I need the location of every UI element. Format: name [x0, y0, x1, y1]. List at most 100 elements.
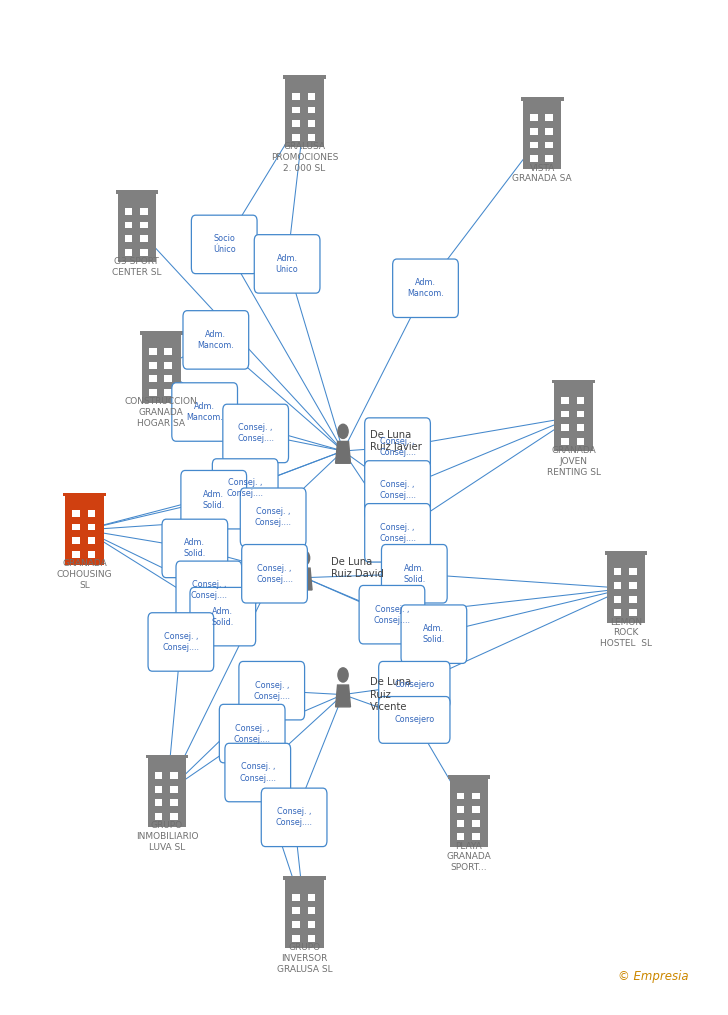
Text: Consej. ,
Consej....: Consej. , Consej....	[190, 581, 227, 601]
FancyBboxPatch shape	[148, 758, 186, 826]
FancyBboxPatch shape	[308, 134, 315, 141]
FancyBboxPatch shape	[87, 537, 95, 544]
Text: Consej. ,
Consej....: Consej. , Consej....	[256, 563, 293, 584]
FancyBboxPatch shape	[614, 596, 622, 603]
FancyBboxPatch shape	[146, 755, 189, 758]
FancyBboxPatch shape	[293, 907, 300, 915]
FancyBboxPatch shape	[456, 793, 464, 800]
FancyBboxPatch shape	[223, 404, 288, 463]
FancyBboxPatch shape	[254, 234, 320, 293]
FancyBboxPatch shape	[605, 551, 647, 555]
Text: Consej. ,
Consej....: Consej. , Consej....	[253, 681, 290, 700]
Text: CONSTRUCCION
GRANADA
HOGAR SA: CONSTRUCCION GRANADA HOGAR SA	[125, 398, 198, 428]
FancyBboxPatch shape	[577, 437, 585, 445]
FancyBboxPatch shape	[456, 820, 464, 826]
Polygon shape	[297, 568, 312, 590]
FancyBboxPatch shape	[293, 107, 300, 114]
FancyBboxPatch shape	[379, 696, 450, 743]
FancyBboxPatch shape	[140, 208, 148, 215]
FancyBboxPatch shape	[308, 894, 315, 900]
Text: Consej. ,
Consej....: Consej. , Consej....	[373, 605, 411, 625]
FancyBboxPatch shape	[283, 75, 326, 79]
FancyBboxPatch shape	[87, 551, 95, 557]
FancyBboxPatch shape	[124, 208, 132, 215]
FancyBboxPatch shape	[140, 331, 183, 335]
Text: GRANADA
JOVEN
RENTING SL: GRANADA JOVEN RENTING SL	[547, 447, 601, 477]
FancyBboxPatch shape	[165, 348, 172, 355]
Text: Consej. ,
Consej....: Consej. , Consej....	[276, 807, 312, 827]
FancyBboxPatch shape	[365, 503, 430, 562]
FancyBboxPatch shape	[191, 215, 257, 274]
FancyBboxPatch shape	[308, 935, 315, 942]
FancyBboxPatch shape	[183, 311, 249, 369]
Text: G3 SPORT
CENTER SL: G3 SPORT CENTER SL	[112, 257, 162, 277]
Text: Adm.
Unico: Adm. Unico	[276, 254, 298, 274]
FancyBboxPatch shape	[225, 743, 290, 802]
Text: GRANADA
COHOUSING
SL: GRANADA COHOUSING SL	[57, 559, 112, 590]
FancyBboxPatch shape	[392, 259, 459, 318]
FancyBboxPatch shape	[213, 459, 278, 518]
FancyBboxPatch shape	[545, 115, 553, 121]
FancyBboxPatch shape	[154, 813, 162, 820]
Text: De Luna
Ruiz
Vicente: De Luna Ruiz Vicente	[370, 677, 411, 712]
Text: Consej. ,
Consej....: Consej. , Consej....	[237, 423, 274, 444]
FancyBboxPatch shape	[561, 424, 569, 431]
Text: Adm.
Mancom.: Adm. Mancom.	[186, 402, 223, 422]
FancyBboxPatch shape	[553, 380, 595, 384]
Text: GRUPO
INMOBILIARIO
LUVA SL: GRUPO INMOBILIARIO LUVA SL	[135, 821, 198, 852]
FancyBboxPatch shape	[116, 191, 158, 194]
FancyBboxPatch shape	[293, 120, 300, 127]
FancyBboxPatch shape	[472, 833, 480, 840]
FancyBboxPatch shape	[124, 249, 132, 256]
FancyBboxPatch shape	[293, 93, 300, 99]
FancyBboxPatch shape	[308, 107, 315, 114]
Text: Consej. ,
Consej....: Consej. , Consej....	[234, 724, 271, 744]
Text: Consejero: Consejero	[394, 680, 435, 689]
FancyBboxPatch shape	[124, 221, 132, 228]
FancyBboxPatch shape	[401, 605, 467, 664]
FancyBboxPatch shape	[142, 335, 181, 403]
FancyBboxPatch shape	[149, 389, 157, 396]
FancyBboxPatch shape	[154, 772, 162, 779]
FancyBboxPatch shape	[456, 833, 464, 840]
FancyBboxPatch shape	[308, 93, 315, 99]
Text: Adm.
Solid.: Adm. Solid.	[212, 607, 234, 626]
FancyBboxPatch shape	[181, 471, 247, 529]
FancyBboxPatch shape	[561, 410, 569, 417]
FancyBboxPatch shape	[148, 613, 214, 671]
Circle shape	[338, 424, 348, 438]
Polygon shape	[336, 442, 350, 463]
FancyBboxPatch shape	[530, 142, 537, 148]
FancyBboxPatch shape	[577, 410, 585, 417]
FancyBboxPatch shape	[72, 524, 80, 531]
FancyBboxPatch shape	[530, 128, 537, 135]
FancyBboxPatch shape	[239, 662, 304, 720]
FancyBboxPatch shape	[176, 561, 242, 619]
FancyBboxPatch shape	[561, 437, 569, 445]
FancyBboxPatch shape	[87, 524, 95, 531]
Text: De Luna
Ruiz David: De Luna Ruiz David	[331, 556, 384, 580]
FancyBboxPatch shape	[149, 348, 157, 355]
FancyBboxPatch shape	[219, 704, 285, 763]
FancyBboxPatch shape	[530, 115, 537, 121]
Text: © Empresia: © Empresia	[618, 970, 689, 983]
FancyBboxPatch shape	[629, 582, 637, 589]
Text: Adm.
Solid.: Adm. Solid.	[423, 624, 445, 645]
Text: De Luna
Ruiz Javier: De Luna Ruiz Javier	[370, 430, 422, 453]
FancyBboxPatch shape	[472, 793, 480, 800]
Text: Socio
Único: Socio Único	[213, 234, 236, 255]
FancyBboxPatch shape	[118, 194, 156, 263]
Text: VISTA
GRANADA SA: VISTA GRANADA SA	[513, 163, 572, 184]
FancyBboxPatch shape	[140, 249, 148, 256]
FancyBboxPatch shape	[162, 520, 228, 578]
FancyBboxPatch shape	[577, 424, 585, 431]
FancyBboxPatch shape	[365, 461, 430, 520]
FancyBboxPatch shape	[66, 496, 103, 564]
FancyBboxPatch shape	[530, 155, 537, 162]
FancyBboxPatch shape	[172, 383, 237, 442]
FancyBboxPatch shape	[72, 510, 80, 517]
FancyBboxPatch shape	[140, 235, 148, 242]
FancyBboxPatch shape	[261, 788, 327, 847]
FancyBboxPatch shape	[170, 813, 178, 820]
FancyBboxPatch shape	[472, 820, 480, 826]
